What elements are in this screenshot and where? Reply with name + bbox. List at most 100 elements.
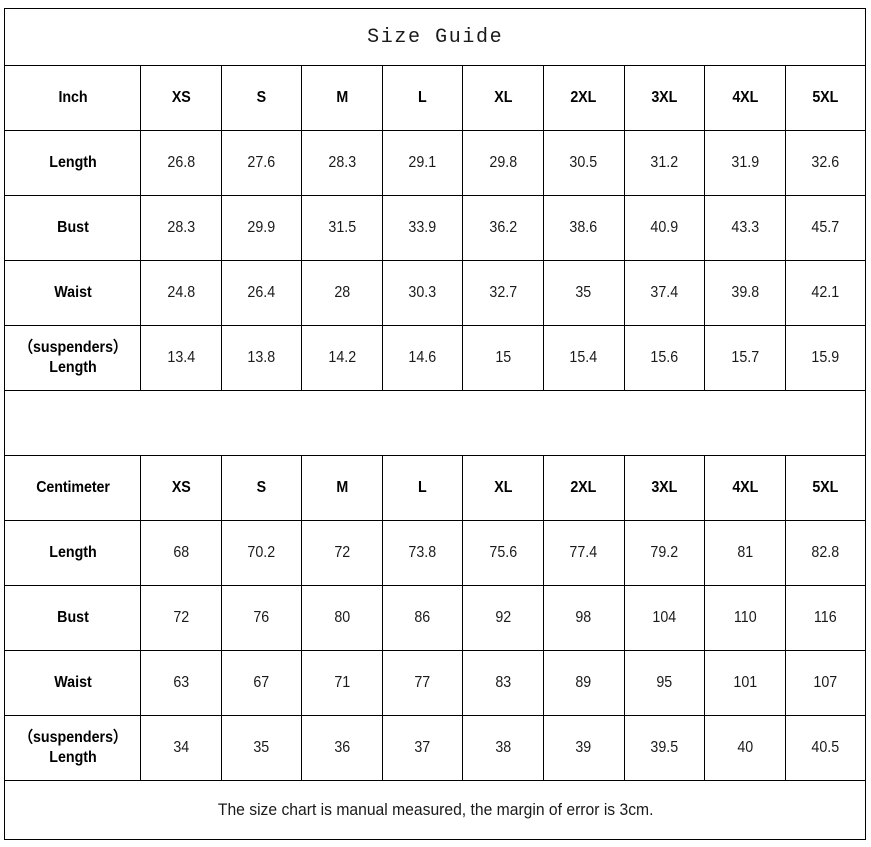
measurement-value: 83 [465, 650, 541, 716]
size-header-3xl: 3XL [626, 65, 702, 131]
measurement-value: 63 [143, 650, 219, 716]
measurement-value: 31.2 [626, 130, 702, 196]
measurement-value: 95 [626, 650, 702, 716]
row-label-line: （suspenders） [18, 729, 127, 747]
measurement-value: 28.3 [143, 195, 219, 261]
measurement-value: 77 [385, 650, 461, 716]
spacer-row [3, 390, 867, 456]
measurement-value: 36 [304, 715, 380, 781]
size-header-l: L [385, 455, 461, 521]
size-header-m: M [304, 455, 380, 521]
page-title: Size Guide [3, 8, 867, 66]
size-header-s: S [223, 455, 299, 521]
measurement-value: 31.9 [707, 130, 783, 196]
measurement-value: 28.3 [304, 130, 380, 196]
measurement-value: 38.6 [546, 195, 622, 261]
measurement-value: 81 [707, 520, 783, 586]
table-row: （suspenders） Length 34 35 36 37 38 39 39.5 40 40.5 [5, 715, 866, 781]
footer-note: The size chart is manual measured, the m… [25, 780, 845, 840]
size-header-4xl: 4XL [707, 65, 783, 131]
size-guide-body: Size Guide Inch XS S M L XL 2XL 3XL 4XL 5XL Length 2… [3, 8, 867, 840]
measurement-value: 13.8 [223, 325, 299, 391]
measurement-value: 89 [546, 650, 622, 716]
measurement-value: 29.9 [223, 195, 299, 261]
measurement-value: 29.8 [465, 130, 541, 196]
measurement-value: 13.4 [143, 325, 219, 391]
measurement-value: 37 [385, 715, 461, 781]
measurement-value: 35 [223, 715, 299, 781]
measurement-value: 28 [304, 260, 380, 326]
measurement-value: 42.1 [788, 260, 864, 326]
size-header-m: M [304, 65, 380, 131]
measurement-value: 14.2 [304, 325, 380, 391]
row-label: （suspenders） Length [9, 715, 136, 781]
table-row: Bust 72 76 80 86 92 98 104 110 116 [5, 585, 866, 651]
measurement-value: 86 [385, 585, 461, 651]
measurement-value: 82.8 [788, 520, 864, 586]
row-label: Waist [9, 260, 136, 326]
measurement-value: 75.6 [465, 520, 541, 586]
measurement-value: 38 [465, 715, 541, 781]
measurement-value: 35 [546, 260, 622, 326]
measurement-value: 104 [626, 585, 702, 651]
row-label: （suspenders） Length [9, 325, 136, 391]
measurement-value: 26.4 [223, 260, 299, 326]
measurement-value: 68 [143, 520, 219, 586]
measurement-value: 15.9 [788, 325, 864, 391]
size-guide-table: Size Guide Inch XS S M L XL 2XL 3XL 4XL 5XL Length 2… [3, 8, 867, 840]
size-header-5xl: 5XL [788, 65, 864, 131]
size-header-xs: XS [143, 65, 219, 131]
measurement-value: 72 [143, 585, 219, 651]
measurement-value: 31.5 [304, 195, 380, 261]
size-header-2xl: 2XL [546, 65, 622, 131]
measurement-value: 39.5 [626, 715, 702, 781]
unit-header-centimeter: Centimeter [9, 455, 136, 521]
table-row: Waist 24.8 26.4 28 30.3 32.7 35 37.4 39.8 42.1 [5, 260, 866, 326]
row-label: Waist [9, 650, 136, 716]
size-header-5xl: 5XL [788, 455, 864, 521]
measurement-value: 110 [707, 585, 783, 651]
measurement-value: 107 [788, 650, 864, 716]
size-header-4xl: 4XL [707, 455, 783, 521]
measurement-value: 32.7 [465, 260, 541, 326]
measurement-value: 15 [465, 325, 541, 391]
unit-header-inch: Inch [9, 65, 136, 131]
measurement-value: 80 [304, 585, 380, 651]
measurement-value: 32.6 [788, 130, 864, 196]
measurement-value: 98 [546, 585, 622, 651]
measurement-value: 70.2 [223, 520, 299, 586]
measurement-value: 34 [143, 715, 219, 781]
measurement-value: 79.2 [626, 520, 702, 586]
measurement-value: 101 [707, 650, 783, 716]
header-row-centimeter: Centimeter XS S M L XL 2XL 3XL 4XL 5XL [5, 455, 866, 521]
measurement-value: 15.7 [707, 325, 783, 391]
measurement-value: 15.6 [626, 325, 702, 391]
measurement-value: 40.5 [788, 715, 864, 781]
measurement-value: 33.9 [385, 195, 461, 261]
measurement-value: 37.4 [626, 260, 702, 326]
measurement-value: 29.1 [385, 130, 461, 196]
size-header-xs: XS [143, 455, 219, 521]
measurement-value: 45.7 [788, 195, 864, 261]
size-header-xl: XL [465, 455, 541, 521]
measurement-value: 73.8 [385, 520, 461, 586]
measurement-value: 30.3 [385, 260, 461, 326]
table-row: （suspenders） Length 13.4 13.8 14.2 14.6 15 15.4… [5, 325, 866, 391]
measurement-value: 40.9 [626, 195, 702, 261]
measurement-value: 39 [546, 715, 622, 781]
measurement-value: 77.4 [546, 520, 622, 586]
table-row: Bust 28.3 29.9 31.5 33.9 36.2 38.6 40.9 43.3 45.7 [5, 195, 866, 261]
measurement-value: 76 [223, 585, 299, 651]
measurement-value: 15.4 [546, 325, 622, 391]
size-header-3xl: 3XL [626, 455, 702, 521]
title-row: Size Guide [3, 8, 867, 66]
table-row: Length 26.8 27.6 28.3 29.1 29.8 30.5 31.2 31.9 32… [5, 130, 866, 196]
row-label-line: （suspenders） [18, 339, 127, 357]
measurement-value: 24.8 [143, 260, 219, 326]
row-label-line: Length [48, 359, 97, 376]
measurement-value: 30.5 [546, 130, 622, 196]
size-header-s: S [223, 65, 299, 131]
row-label: Length [9, 130, 136, 196]
size-header-l: L [385, 65, 461, 131]
